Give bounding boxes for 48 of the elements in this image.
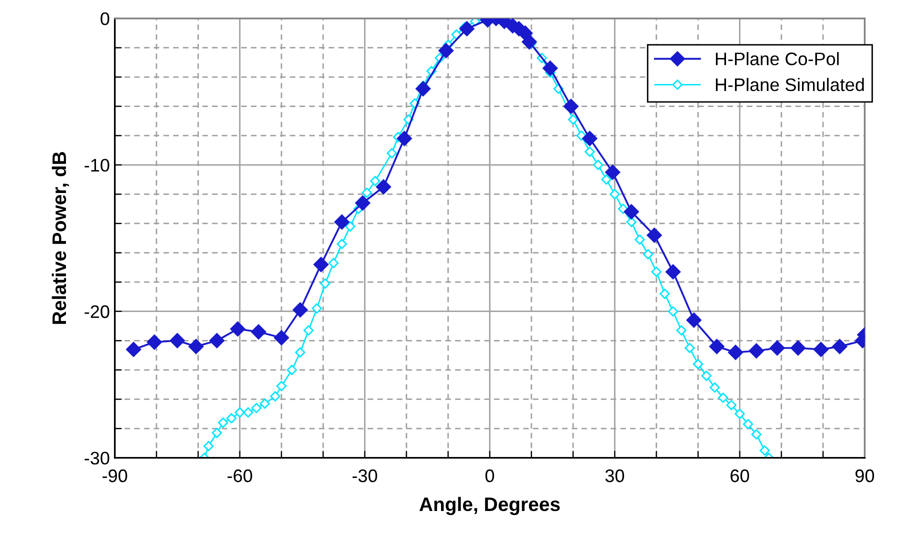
point xyxy=(126,342,142,358)
y-axis-title: Relative Power, dB xyxy=(52,152,69,324)
x-tick-label: 0 xyxy=(485,469,494,482)
legend-label: H-Plane Co-Pol xyxy=(716,52,839,66)
point xyxy=(209,333,224,348)
point xyxy=(376,179,392,194)
point xyxy=(832,338,848,354)
point xyxy=(709,338,724,354)
point xyxy=(748,343,764,358)
point xyxy=(813,342,829,358)
x-tick-label: 60 xyxy=(730,469,750,482)
point xyxy=(292,302,308,318)
point xyxy=(605,164,620,180)
point xyxy=(624,204,639,220)
point xyxy=(396,130,412,146)
y-tick-label: 0 xyxy=(100,12,110,26)
point xyxy=(230,321,246,337)
point xyxy=(790,340,806,356)
point xyxy=(334,214,350,230)
point xyxy=(170,333,185,348)
point xyxy=(728,344,744,360)
point xyxy=(522,34,537,50)
point xyxy=(542,60,558,76)
legend-label: H-Plane Simulated xyxy=(716,78,864,92)
y-tick-label: -30 xyxy=(84,452,110,465)
x-tick-label: -90 xyxy=(102,469,128,482)
point xyxy=(416,81,431,96)
point xyxy=(582,130,598,146)
point xyxy=(313,256,329,272)
point xyxy=(274,330,290,346)
x-axis-title: Angle, Degrees xyxy=(419,496,560,516)
point xyxy=(666,264,681,280)
x-tick-label: -30 xyxy=(352,469,378,482)
x-tick-label: 90 xyxy=(856,469,874,482)
x-tick-label: 30 xyxy=(605,469,624,482)
point xyxy=(250,324,266,340)
point xyxy=(188,338,204,354)
y-tick-label: -20 xyxy=(84,305,110,318)
point xyxy=(770,340,785,356)
y-tick-label: -10 xyxy=(84,158,110,172)
x-tick-label: -60 xyxy=(228,469,252,482)
point xyxy=(355,195,370,211)
point xyxy=(459,21,474,36)
point xyxy=(686,312,702,328)
point xyxy=(563,98,579,114)
point xyxy=(646,228,662,243)
point xyxy=(438,43,454,58)
point xyxy=(146,334,162,350)
